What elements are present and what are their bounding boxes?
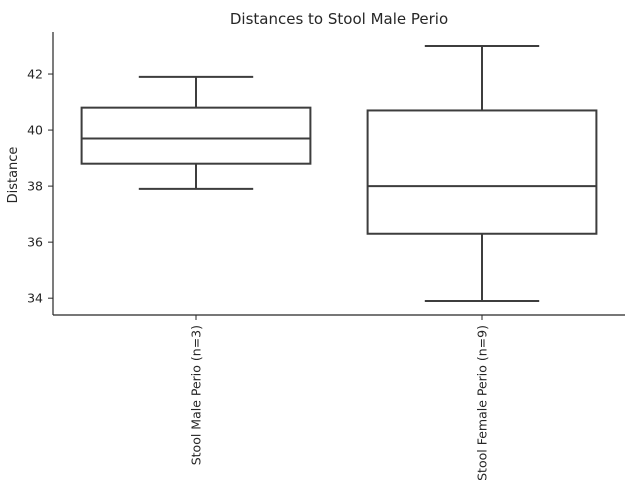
y-tick-label: 38	[27, 179, 43, 194]
y-axis-label: Distance	[6, 147, 21, 204]
y-tick-label: 42	[27, 67, 43, 82]
y-tick-label: 40	[27, 123, 43, 138]
x-tick-label: Stool Female Perio (n=9)	[475, 325, 490, 480]
chart-title: Distances to Stool Male Perio	[230, 10, 448, 28]
box-iqr	[80, 106, 312, 165]
box-iqr	[366, 109, 598, 235]
y-tick-label: 34	[27, 291, 43, 306]
y-tick-label: 36	[27, 235, 43, 250]
plot-area: 34 36 38 40 42 Stool Male Perio (n=3) Stool Fe…	[27, 45, 598, 480]
x-tick-label: Stool Male Perio (n=3)	[189, 325, 204, 465]
